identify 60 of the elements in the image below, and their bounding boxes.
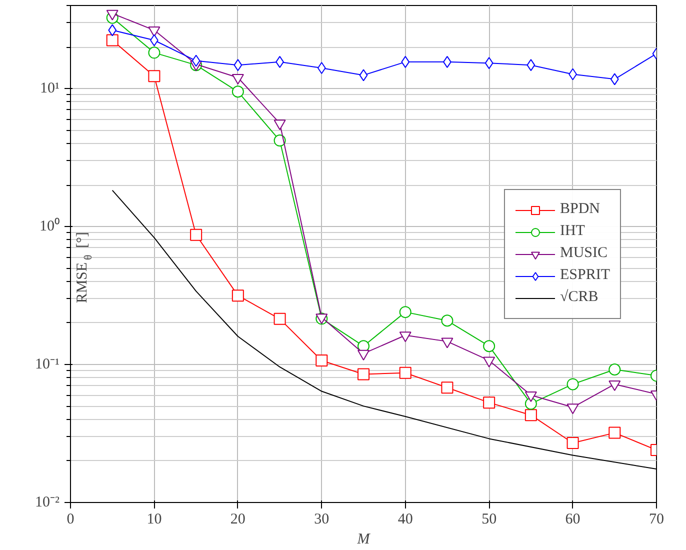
point (358, 368, 370, 380)
point (106, 10, 118, 20)
legend-label: ESPRIT (560, 267, 610, 284)
point (399, 306, 412, 318)
point (524, 391, 537, 402)
point (566, 378, 579, 390)
legend-label: IHT (560, 223, 585, 240)
point (608, 364, 621, 376)
point (358, 350, 370, 360)
y-axis-title: RMSEθ [°] (74, 232, 94, 304)
point (399, 332, 412, 342)
point (234, 59, 242, 72)
legend-label: √CRB (560, 289, 598, 306)
point (608, 380, 621, 392)
point (317, 62, 326, 74)
point (610, 73, 619, 86)
x-tick-label: 0 (66, 512, 74, 528)
point (108, 24, 117, 36)
point (566, 436, 579, 449)
legend-label: MUSIC (560, 245, 608, 262)
point (483, 396, 496, 409)
x-tick-label: 50 (482, 512, 497, 528)
point (441, 338, 454, 348)
point (274, 312, 286, 325)
point (232, 290, 244, 302)
point (526, 59, 536, 72)
point (232, 86, 244, 98)
x-tick-label: 30 (314, 512, 330, 528)
point (566, 404, 579, 414)
x-tick-label: 60 (565, 512, 580, 528)
point (106, 34, 118, 46)
point (608, 426, 621, 439)
point (192, 54, 200, 67)
legend-label: BPDN (560, 201, 600, 218)
point (441, 314, 454, 327)
point (232, 74, 244, 84)
point (359, 69, 368, 82)
point (190, 228, 202, 241)
y-tick-label: 10⁰ (40, 218, 60, 235)
x-tick-label: 20 (230, 512, 246, 528)
point (483, 356, 496, 368)
y-tick-label: 10⁻¹ (35, 356, 60, 373)
point (148, 26, 160, 38)
point (399, 366, 412, 379)
x-axis-title: M (356, 532, 372, 548)
x-tick-label: 70 (649, 512, 664, 528)
point (524, 409, 537, 422)
x-tick-label: 10 (146, 512, 162, 528)
point (316, 354, 328, 366)
point (484, 57, 494, 70)
point (401, 56, 410, 68)
y-tick-label: 10¹ (40, 80, 60, 97)
point (148, 70, 160, 82)
y-tick-label: 10⁻² (35, 494, 60, 510)
point (483, 340, 496, 352)
point (148, 46, 160, 59)
point (274, 120, 286, 130)
point (441, 382, 454, 394)
x-tick-label: 40 (398, 512, 413, 528)
point (274, 134, 286, 147)
